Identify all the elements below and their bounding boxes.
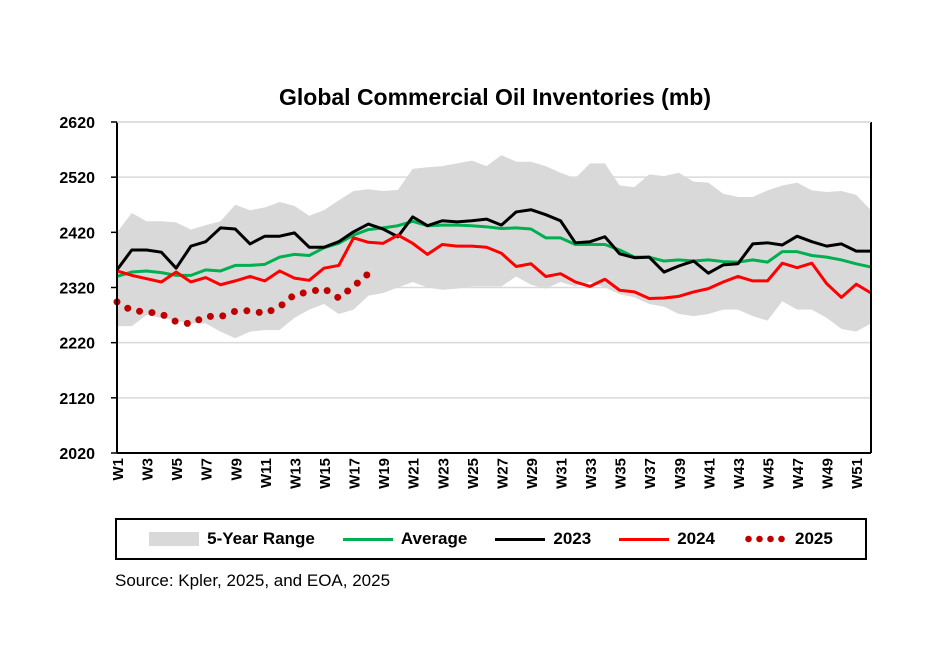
x-tick-label: W41 (701, 458, 718, 489)
x-tick-label: W45 (761, 458, 778, 489)
legend-swatch-2025 (743, 535, 788, 543)
legend-swatch-2023 (495, 537, 546, 541)
legend: 5-Year Range Average 2023 2024 2025 (115, 518, 867, 560)
y-tick-label: 2520 (59, 170, 95, 187)
x-tick-label: W29 (524, 458, 541, 489)
range-band (117, 155, 871, 339)
x-tick-label: W49 (820, 458, 837, 489)
series-line-2024 (116, 233, 872, 301)
x-tick-label: W3 (140, 458, 157, 481)
x-tick-label: W47 (790, 458, 807, 489)
legend-swatch-range (149, 532, 200, 546)
x-tick-label: W39 (672, 458, 689, 489)
x-tick-label: W23 (435, 458, 452, 489)
x-tick-label: W5 (169, 458, 186, 481)
x-tick-label: W9 (228, 458, 245, 481)
y-tick-label: 2620 (59, 115, 95, 132)
y-tick-label: 2320 (59, 281, 95, 298)
legend-label: 5-Year Range (207, 529, 315, 548)
x-tick-label: W43 (731, 458, 748, 489)
y-tick-label: 2020 (59, 446, 95, 463)
y-tick-label: 2120 (59, 391, 95, 408)
y-tick-label: 2420 (59, 225, 95, 242)
x-tick-label: W37 (642, 458, 659, 489)
x-tick-label: W1 (110, 458, 127, 481)
legend-label: 2023 (553, 529, 592, 548)
series-line-2023 (115, 208, 871, 275)
x-tick-label: W7 (199, 458, 216, 481)
legend-item-2025: 2025 (743, 529, 833, 549)
series-line-average (116, 219, 872, 278)
x-tick-label: W21 (406, 458, 423, 489)
x-tick-label: W31 (554, 458, 571, 489)
source-note: Source: Kpler, 2025, and EOA, 2025 (115, 571, 391, 590)
x-tick-label: W33 (583, 458, 600, 489)
x-tick-label: W27 (494, 458, 511, 489)
x-tick-label: W25 (465, 458, 482, 489)
legend-item-range: 5-Year Range (149, 529, 315, 549)
legend-item-2023: 2023 (495, 529, 591, 549)
x-tick-label: W19 (376, 458, 393, 489)
legend-swatch-average (342, 537, 393, 541)
x-tick-label: W11 (258, 458, 275, 488)
x-tick-label: W17 (347, 458, 364, 489)
chart-title: Global Commercial Oil Inventories (mb) (279, 84, 711, 110)
legend-item-average: Average (342, 529, 468, 549)
series-line-2025 (113, 270, 372, 328)
x-tick-label: W51 (849, 458, 866, 489)
legend-label: 2025 (795, 529, 833, 548)
legend-label: Average (400, 529, 468, 548)
x-tick-label: W13 (287, 458, 304, 489)
x-tick-label: W35 (613, 458, 630, 489)
y-tick-label: 2220 (59, 336, 95, 353)
x-tick-label: W15 (317, 458, 334, 489)
legend-label: 2024 (677, 529, 716, 548)
legend-item-2024: 2024 (619, 529, 715, 549)
legend-swatch-2024 (619, 537, 670, 541)
